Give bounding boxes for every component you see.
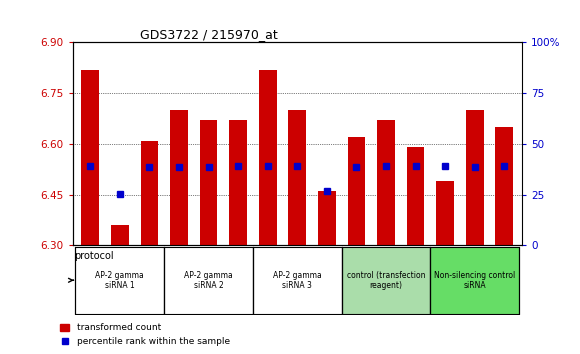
Bar — [259, 69, 277, 245]
Bar — [436, 181, 454, 245]
Bar — [81, 69, 99, 245]
FancyBboxPatch shape — [430, 247, 519, 314]
Bar — [111, 225, 129, 245]
Text: control (transfection
reagent): control (transfection reagent) — [347, 270, 425, 290]
Bar — [495, 127, 513, 245]
Bar — [140, 141, 158, 245]
Bar — [407, 147, 425, 245]
Text: protocol: protocol — [74, 251, 114, 261]
Bar — [318, 191, 336, 245]
Text: AP-2 gamma
siRNA 2: AP-2 gamma siRNA 2 — [184, 270, 233, 290]
Bar — [288, 110, 306, 245]
FancyBboxPatch shape — [164, 247, 253, 314]
Bar — [229, 120, 247, 245]
Text: Non-silencing control
siRNA: Non-silencing control siRNA — [434, 270, 515, 290]
FancyBboxPatch shape — [253, 247, 342, 314]
FancyBboxPatch shape — [342, 247, 430, 314]
Legend: transformed count, percentile rank within the sample: transformed count, percentile rank withi… — [57, 320, 233, 349]
Bar — [466, 110, 484, 245]
Text: AP-2 gamma
siRNA 3: AP-2 gamma siRNA 3 — [273, 270, 322, 290]
Bar — [170, 110, 188, 245]
Text: GDS3722 / 215970_at: GDS3722 / 215970_at — [140, 28, 278, 41]
Bar — [377, 120, 395, 245]
FancyBboxPatch shape — [75, 247, 164, 314]
Bar — [200, 120, 218, 245]
Text: AP-2 gamma
siRNA 1: AP-2 gamma siRNA 1 — [96, 270, 144, 290]
Bar — [347, 137, 365, 245]
